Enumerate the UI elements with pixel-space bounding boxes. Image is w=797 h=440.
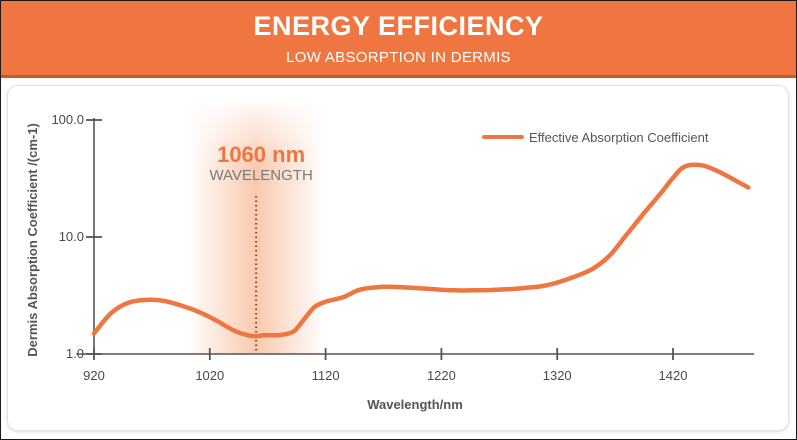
x-tick-label: 1220 bbox=[427, 368, 456, 383]
chart-panel bbox=[8, 86, 788, 430]
series-line-effective-absorption bbox=[91, 162, 751, 339]
x-tick-label: 1320 bbox=[543, 368, 572, 383]
x-tick-label: 1420 bbox=[659, 368, 688, 383]
highlight-value-label: 1060 nm bbox=[217, 142, 305, 167]
x-tick-label: 1120 bbox=[312, 368, 340, 383]
y-tick-label: 10.0 bbox=[59, 229, 84, 244]
y-tick-label: 100.0 bbox=[51, 112, 84, 127]
x-axis-title: Wavelength/nm bbox=[367, 397, 463, 412]
x-tick-label: 920 bbox=[83, 368, 105, 383]
highlight-caption: WAVELENGTH bbox=[209, 167, 312, 184]
legend-label-effective-absorption: Effective Absorption Coefficient bbox=[529, 130, 709, 145]
x-tick-label: 1020 bbox=[195, 368, 224, 383]
series-layer bbox=[91, 162, 751, 339]
legend: Effective Absorption Coefficient bbox=[482, 130, 709, 145]
chart-subtitle: LOW ABSORPTION IN DERMIS bbox=[286, 49, 511, 66]
y-tick-label: 1.0 bbox=[66, 346, 84, 361]
axes: 1.0 10.0 100.0 920 1020 1120 1220 1320 1420 bbox=[51, 112, 755, 383]
chart-title: ENERGY EFFICIENCY bbox=[253, 11, 544, 41]
header-banner: ENERGY EFFICIENCY LOW ABSORPTION IN DERM… bbox=[1, 1, 796, 78]
y-axis-title: Dermis Absorption Coefficient /(cm-1) bbox=[25, 123, 40, 357]
